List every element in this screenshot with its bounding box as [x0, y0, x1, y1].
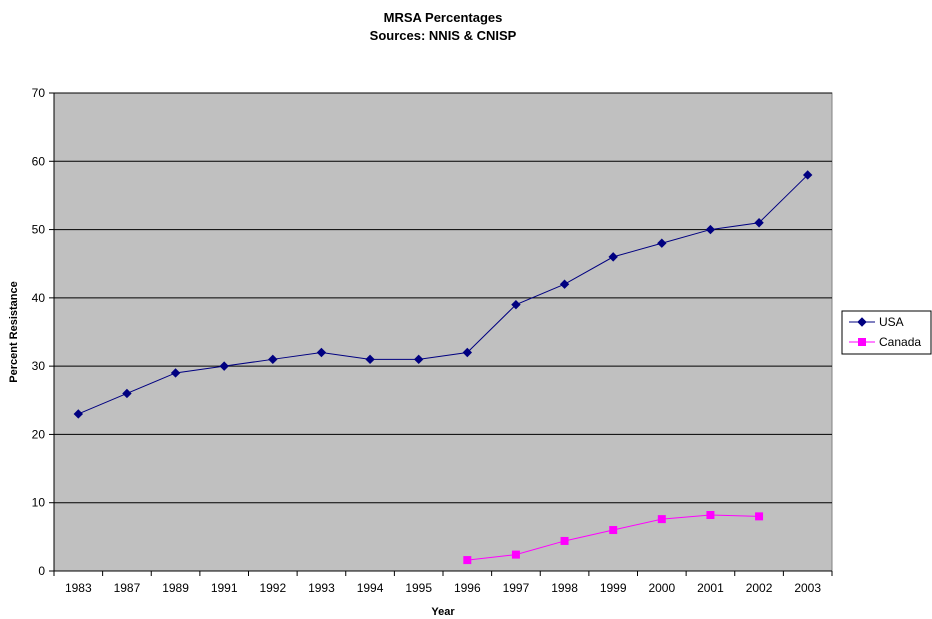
x-axis-label: Year — [431, 606, 455, 618]
x-tick-label: 2001 — [697, 581, 724, 595]
y-tick-label: 50 — [32, 223, 46, 237]
x-tick-label: 1994 — [357, 581, 384, 595]
data-point-usa — [657, 238, 667, 248]
data-point-usa — [559, 279, 570, 289]
data-point-usa — [413, 354, 424, 365]
data-point-usa — [219, 361, 229, 371]
y-tick-label: 40 — [32, 291, 46, 305]
x-tick-label: 1998 — [551, 581, 578, 595]
data-point-usa — [754, 218, 764, 228]
data-point-usa — [170, 368, 181, 378]
y-tick-label: 70 — [32, 86, 46, 100]
y-axis: 0 10 20 30 40 50 60 70 — [32, 86, 55, 578]
x-tick-label: 1983 — [65, 581, 92, 595]
data-point-usa — [511, 299, 521, 310]
x-tick-label: 1989 — [162, 581, 189, 595]
x-tick-label: 2003 — [794, 581, 821, 595]
x-tick-label: 1993 — [308, 581, 335, 595]
series-usa — [73, 170, 813, 419]
data-point-canada — [511, 550, 520, 559]
data-point-canada — [463, 556, 472, 565]
chart-title: MRSA Percentages — [384, 10, 503, 25]
data-point-canada — [657, 515, 666, 524]
data-point-usa — [608, 252, 618, 262]
legend-box — [841, 310, 932, 355]
legend-label-canada: Canada — [879, 335, 921, 349]
plot-area — [53, 92, 833, 572]
chart-subtitle: Sources: NNIS & CNISP — [370, 28, 517, 43]
series-canada — [463, 511, 764, 565]
series-layer — [73, 170, 813, 565]
data-point-canada — [609, 526, 618, 535]
data-point-usa — [73, 409, 84, 419]
y-tick-label: 0 — [38, 564, 45, 578]
x-tick-label: 2002 — [746, 581, 773, 595]
legend: USA Canada — [841, 310, 932, 355]
data-point-usa — [802, 170, 813, 180]
data-point-usa — [268, 354, 278, 365]
y-axis-label: Percent Resistance — [8, 281, 20, 383]
legend-marker-canada — [858, 338, 866, 346]
gridlines — [54, 92, 832, 504]
data-point-usa — [316, 347, 327, 358]
x-tick-label: 1996 — [454, 581, 481, 595]
x-tick-label: 1991 — [211, 581, 238, 595]
y-tick-label: 10 — [32, 496, 46, 510]
y-tick-label: 60 — [32, 154, 46, 168]
data-point-canada — [560, 536, 569, 545]
series-line-usa — [78, 174, 809, 415]
x-tick-label: 1995 — [405, 581, 432, 595]
legend-marker-usa — [857, 317, 867, 327]
data-point-usa — [705, 224, 716, 235]
data-point-usa — [122, 388, 132, 399]
x-axis: 1983 1987 1989 1991 1992 1993 1994 1995 1996 1997… — [53, 570, 833, 595]
data-point-canada — [755, 512, 764, 521]
legend-label-usa: USA — [879, 315, 904, 329]
x-tick-label: 1987 — [114, 581, 141, 595]
y-tick-label: 20 — [32, 427, 46, 441]
x-tick-label: 1992 — [259, 581, 286, 595]
x-tick-label: 2000 — [648, 581, 675, 595]
data-point-usa — [462, 347, 473, 358]
x-tick-label: 1997 — [503, 581, 530, 595]
data-point-usa — [365, 354, 375, 365]
data-point-canada — [706, 511, 715, 520]
x-tick-label: 1999 — [600, 581, 627, 595]
y-tick-label: 30 — [32, 359, 46, 373]
